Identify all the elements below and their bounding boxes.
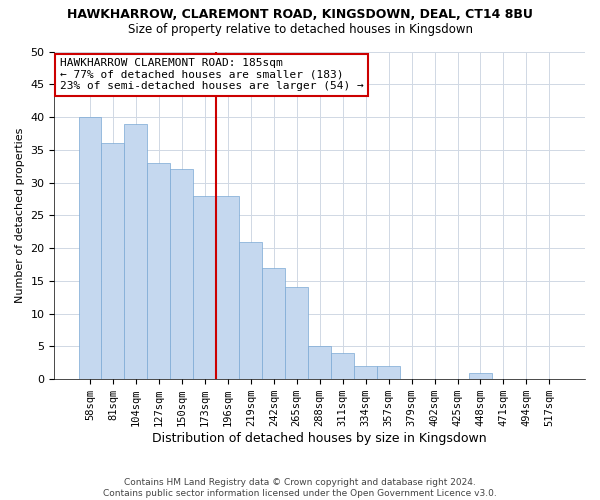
Bar (308, 346, 331, 379)
Bar (262, 268, 285, 379)
Bar (148, 163, 170, 379)
Bar (193, 196, 217, 379)
Text: HAWKHARROW CLAREMONT ROAD: 185sqm
← 77% of detached houses are smaller (183)
23%: HAWKHARROW CLAREMONT ROAD: 185sqm ← 77% … (60, 58, 364, 92)
Y-axis label: Number of detached properties: Number of detached properties (15, 128, 25, 303)
Text: Size of property relative to detached houses in Kingsdown: Size of property relative to detached ho… (128, 22, 473, 36)
Text: HAWKHARROW, CLAREMONT ROAD, KINGSDOWN, DEAL, CT14 8BU: HAWKHARROW, CLAREMONT ROAD, KINGSDOWN, D… (67, 8, 533, 20)
Bar (217, 196, 239, 379)
Bar (79, 117, 101, 379)
Bar (124, 124, 148, 379)
X-axis label: Distribution of detached houses by size in Kingsdown: Distribution of detached houses by size … (152, 432, 487, 445)
Bar (101, 144, 124, 379)
Bar (239, 242, 262, 379)
Bar (285, 288, 308, 379)
Bar (377, 366, 400, 379)
Bar (170, 170, 193, 379)
Bar (354, 366, 377, 379)
Bar (331, 353, 354, 379)
Bar (469, 372, 492, 379)
Text: Contains HM Land Registry data © Crown copyright and database right 2024.
Contai: Contains HM Land Registry data © Crown c… (103, 478, 497, 498)
